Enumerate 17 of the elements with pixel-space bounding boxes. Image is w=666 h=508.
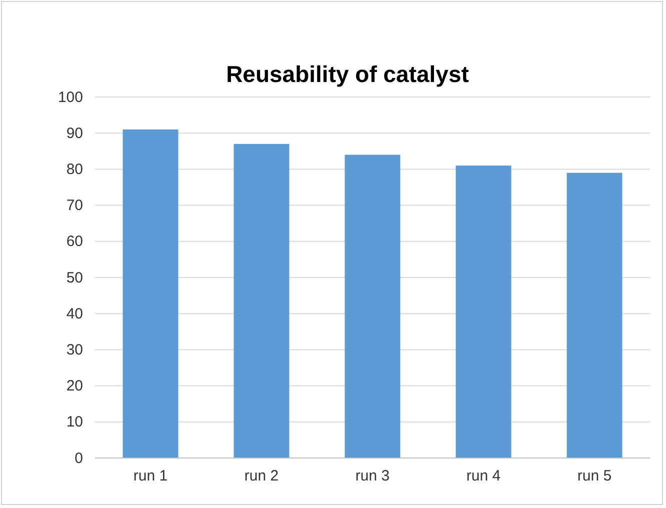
x-tick-label: run 4 — [466, 468, 501, 485]
y-tick-label: 0 — [74, 450, 83, 467]
y-tick-label: 30 — [66, 342, 83, 358]
y-tick-label: 100 — [58, 88, 83, 106]
chart-title: Reusability of catalyst — [226, 61, 470, 87]
y-tick-label: 50 — [66, 269, 83, 286]
x-tick-label: run 2 — [244, 468, 279, 485]
y-tick-label: 90 — [66, 124, 83, 142]
y-tick-label: 10 — [66, 414, 83, 431]
y-tick-label: 60 — [66, 233, 83, 250]
x-tick-label: run 3 — [355, 468, 390, 485]
x-tick-label: run 5 — [577, 468, 612, 485]
y-tick-label: 20 — [66, 378, 83, 395]
x-tick-label: run 1 — [133, 468, 168, 485]
y-tick-label: 80 — [66, 161, 83, 178]
y-tick-label: 40 — [66, 305, 83, 322]
y-tick-label: 70 — [66, 197, 83, 214]
